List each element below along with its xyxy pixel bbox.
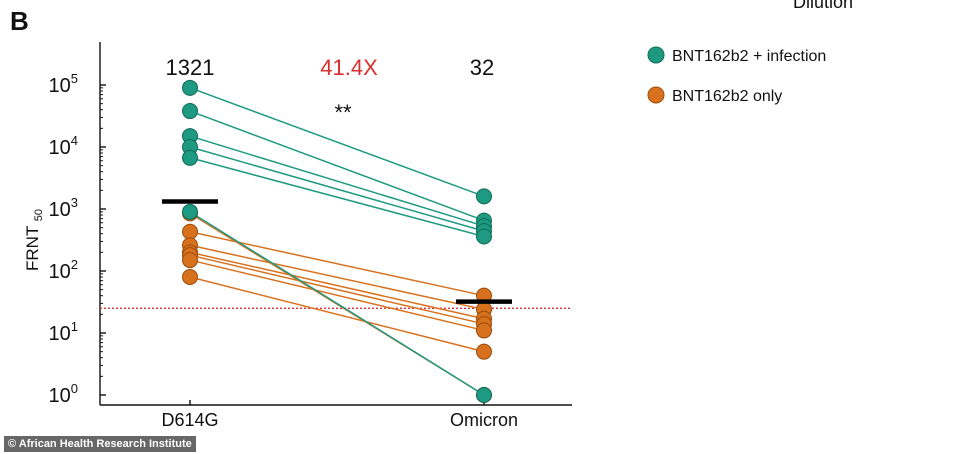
point-omicron-only — [476, 322, 492, 339]
data-points — [182, 79, 492, 403]
y-tick-exponent: 4 — [71, 133, 78, 148]
pair-line-only — [189, 254, 485, 325]
point-omicron-infection — [476, 188, 492, 205]
y-tick-label-0: 100 — [49, 381, 78, 407]
y-tick-exponent: 5 — [71, 71, 78, 86]
point-d614g-only — [182, 223, 198, 240]
y-tick-label-1: 101 — [49, 319, 78, 345]
significance-marker: ** — [334, 100, 352, 125]
legend-marker-only — [647, 86, 665, 104]
geometric-mean-bars — [162, 199, 512, 304]
point-d614g-infection — [182, 103, 198, 120]
legend-marker-infection — [647, 46, 665, 64]
pair-line-only — [189, 251, 485, 320]
gmt-label-omicron: 32 — [470, 55, 494, 80]
pair-line-infection — [189, 110, 485, 222]
y-tick-exponent: 1 — [71, 319, 78, 334]
pair-lines — [189, 87, 485, 396]
pair-line-only — [189, 276, 485, 353]
y-tick-base: 10 — [49, 261, 71, 283]
cropped-top-text: Dilution — [793, 0, 853, 12]
y-tick-exponent: 0 — [71, 381, 78, 396]
point-omicron-infection — [476, 228, 492, 245]
fold-change-label: 41.4X — [320, 55, 378, 80]
y-tick-label-2: 102 — [49, 257, 78, 283]
y-tick-base: 10 — [49, 199, 71, 221]
y-tick-exponent: 2 — [71, 257, 78, 272]
point-d614g-infection — [182, 203, 198, 220]
pair-line-only — [189, 259, 485, 332]
pair-line-only — [189, 244, 485, 311]
pair-line-infection — [189, 135, 485, 227]
y-tick-base: 10 — [49, 137, 71, 159]
y-tick-exponent: 3 — [71, 195, 78, 210]
point-omicron-only — [476, 343, 492, 360]
y-tick-label-5: 105 — [49, 71, 78, 97]
x-tick-label-omicron: Omicron — [450, 410, 518, 430]
point-omicron-infection — [476, 387, 492, 403]
y-tick-label-4: 104 — [49, 133, 78, 159]
y-axis-label-sub: 50 — [33, 209, 45, 221]
legend: BNT162b2 + infection BNT162b2 only — [647, 46, 826, 105]
credit-badge: © African Health Research Institute — [4, 436, 196, 452]
point-d614g-infection — [182, 149, 198, 166]
point-d614g-infection — [182, 79, 198, 96]
y-tick-label-3: 103 — [49, 195, 78, 221]
point-d614g-only — [182, 269, 198, 286]
y-axis-label-main: FRNT — [23, 226, 42, 271]
panel-letter: B — [10, 6, 29, 36]
legend-label-infection: BNT162b2 + infection — [672, 48, 826, 65]
gmt-label-d614g: 1321 — [166, 55, 215, 80]
pair-line-infection — [189, 157, 485, 238]
pair-line-infection — [189, 146, 485, 232]
y-tick-base: 10 — [49, 323, 71, 345]
y-axis-label: FRNT 50 — [23, 209, 45, 271]
legend-label-only: BNT162b2 only — [672, 88, 782, 105]
y-tick-base: 10 — [49, 75, 71, 97]
x-tick-label-d614g: D614G — [161, 410, 218, 430]
y-tick-base: 10 — [49, 385, 71, 407]
pair-line-infection — [189, 87, 485, 198]
point-d614g-only — [182, 252, 198, 269]
pair-line-infection — [189, 211, 485, 396]
